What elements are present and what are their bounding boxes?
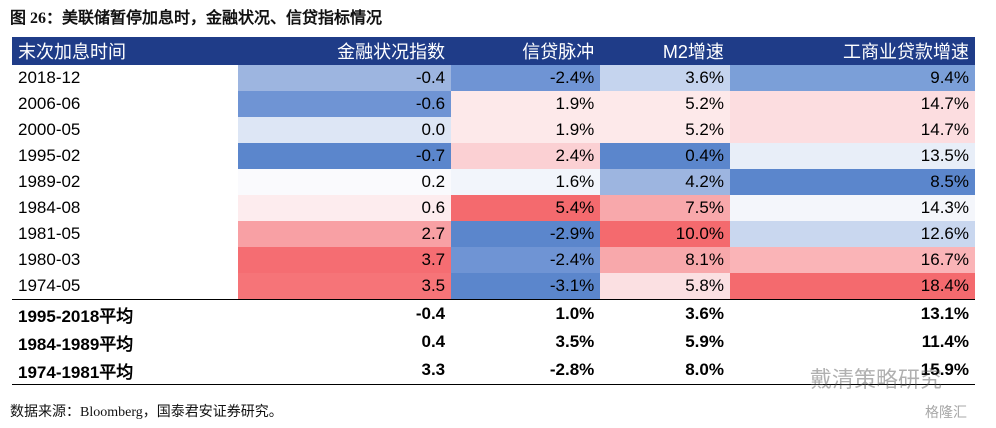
cell: -3.1% [451, 273, 601, 300]
table-row: 1974-05 3.5 -3.1% 5.8% 18.4% [12, 273, 975, 300]
cell: 0.4 [421, 332, 446, 351]
table-row: 1989-02 0.2 1.6% 4.2% 8.5% [12, 169, 975, 195]
cell: 3.5% [555, 332, 595, 351]
cell: -2.8% [451, 356, 601, 385]
watermark: 格隆汇 [925, 405, 967, 421]
data-table: 末次加息时间 金融状况指数 信贷脉冲 M2增速 工商业贷款增速 2018-12 -0.4 -2… [12, 37, 975, 385]
table-row: 2018-12 -0.4 -2.4% 3.6% 9.4% [12, 65, 975, 91]
table-row: 1984-08 0.6 5.4% 7.5% 14.3% [12, 195, 975, 221]
cell: 3.6% [600, 65, 730, 91]
header-cell: M2增速 [600, 37, 730, 65]
cell: 5.8% [600, 273, 730, 300]
cell: 5.2% [600, 91, 730, 117]
cell: 3.3 [238, 356, 452, 385]
header-cell: 末次加息时间 [12, 37, 239, 65]
cell: -2.4% [451, 65, 601, 91]
cell: 7.5% [600, 195, 730, 221]
row-label: 1995-02 [18, 146, 81, 165]
row-label: 2006-06 [18, 94, 81, 113]
header-cell: 工商业贷款增速 [729, 37, 975, 65]
row-label: 1984-08 [18, 198, 81, 217]
cell: 14.7% [729, 91, 975, 117]
watermark: 戴清策略研究 [810, 368, 943, 393]
cell: 0.6 [238, 195, 452, 221]
cell: 0.4% [600, 143, 730, 169]
cell: -0.4 [238, 299, 452, 328]
row-label: 2018-12 [18, 68, 81, 87]
table-row: 2000-05 0.0 1.9% 5.2% 14.7% [12, 117, 975, 143]
cell: 2.7 [238, 221, 452, 247]
table-row: 1974-1981平均 3.3 -2.8% 8.0% 15.9% [12, 356, 975, 385]
row-label: 1974-05 [18, 276, 81, 295]
cell: 1.0% [451, 299, 601, 328]
cell: 16.7% [729, 247, 975, 273]
cell: 4.2% [600, 169, 730, 195]
cell: 13.5% [729, 143, 975, 169]
cell: 0.0 [238, 117, 452, 143]
row-label: 1980-03 [18, 250, 81, 269]
cell: 3.7 [238, 247, 452, 273]
cell: -0.7 [238, 143, 452, 169]
table-row: 1995-2018平均 -0.4 1.0% 3.6% 13.1% [12, 299, 975, 328]
cell: 11.4% [921, 332, 969, 351]
table-row: 1981-05 2.7 -2.9% 10.0% 12.6% [12, 221, 975, 247]
cell: 5.4% [451, 195, 601, 221]
cell: 1.9% [451, 117, 601, 143]
row-label: 2000-05 [18, 120, 81, 139]
cell: 3.5 [238, 273, 452, 300]
cell: 0.2 [238, 169, 452, 195]
cell: 5.9% [685, 332, 724, 351]
cell: 8.5% [729, 169, 975, 195]
cell: -2.4% [451, 247, 601, 273]
table-row: 1980-03 3.7 -2.4% 8.1% 16.7% [12, 247, 975, 273]
header-cell: 信贷脉冲 [451, 37, 601, 65]
header-row: 末次加息时间 金融状况指数 信贷脉冲 M2增速 工商业贷款增速 [12, 37, 975, 65]
row-label: 1989-02 [18, 172, 81, 191]
cell: 14.7% [729, 117, 975, 143]
row-label: 1974-1981平均 [12, 356, 239, 385]
cell: 14.3% [729, 195, 975, 221]
row-label: 1984-1989平均 [18, 334, 134, 354]
cell: 18.4% [729, 273, 975, 300]
row-label: 1981-05 [18, 224, 81, 243]
source-note: 数据来源：Bloomberg，国泰君安证券研究。 [10, 405, 283, 420]
cell: 15.9% [729, 356, 975, 385]
cell: 8.0% [600, 356, 730, 385]
table-row: 1995-02 -0.7 2.4% 0.4% 13.5% [12, 143, 975, 169]
cell: 2.4% [451, 143, 601, 169]
header-cell: 金融状况指数 [238, 37, 452, 65]
cell: -2.9% [451, 221, 601, 247]
title: 图 26：美联储暂停加息时，金融状况、信贷指标情况 [10, 10, 383, 27]
cell: 5.2% [600, 117, 730, 143]
table-row: 1984-1989平均 0.4 3.5% 5.9% 11.4% [12, 328, 975, 356]
cell: 10.0% [600, 221, 730, 247]
cell: 12.6% [729, 221, 975, 247]
cell: 1.9% [451, 91, 601, 117]
cell: 3.6% [600, 299, 730, 328]
cell: -0.4 [238, 65, 452, 91]
row-label: 1995-2018平均 [12, 299, 239, 328]
cell: 1.6% [451, 169, 601, 195]
cell: 9.4% [729, 65, 975, 91]
cell: -0.6 [238, 91, 452, 117]
table-row: 2006-06 -0.6 1.9% 5.2% 14.7% [12, 91, 975, 117]
cell: 8.1% [600, 247, 730, 273]
cell: 13.1% [729, 299, 975, 328]
